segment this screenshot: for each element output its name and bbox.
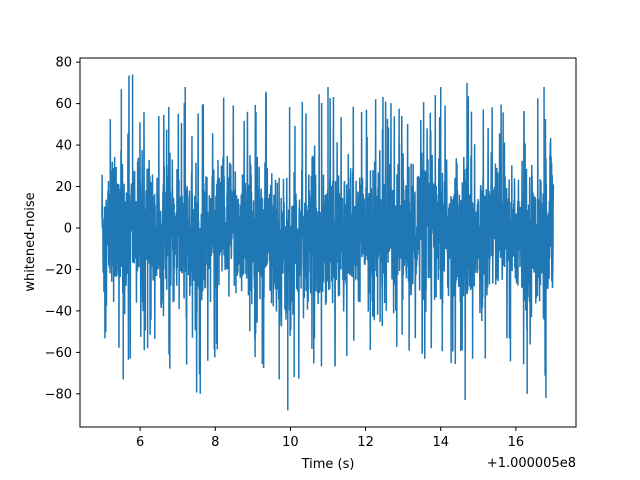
y-tick-label: 60 bbox=[55, 97, 72, 112]
spike-group bbox=[120, 74, 547, 411]
y-tick-label: 0 bbox=[64, 221, 72, 236]
y-axis: −80 −60 −40 −20 0 20 40 60 80 bbox=[45, 56, 80, 402]
y-tick-label: −80 bbox=[45, 387, 72, 402]
y-tick-label: −60 bbox=[45, 346, 72, 361]
y-tick-label: 80 bbox=[55, 56, 72, 71]
x-tick-label: 12 bbox=[357, 435, 374, 450]
x-tick-label: 10 bbox=[282, 435, 299, 450]
series-line-whitened-noise bbox=[101, 75, 555, 393]
y-tick-label: 40 bbox=[55, 139, 72, 154]
x-axis: 6 8 10 12 14 16 bbox=[136, 427, 524, 450]
x-tick-label: 8 bbox=[211, 435, 219, 450]
y-axis-label: whitened-noise bbox=[23, 192, 38, 291]
x-axis-label: Time (s) bbox=[301, 457, 355, 472]
plot-area bbox=[101, 74, 555, 411]
y-tick-label: −40 bbox=[45, 304, 72, 319]
axes-frame bbox=[79, 57, 577, 428]
y-tick-label: 20 bbox=[55, 180, 72, 195]
x-tick-label: 16 bbox=[508, 435, 525, 450]
x-tick-label: 6 bbox=[136, 435, 144, 450]
y-tick-label: −20 bbox=[45, 263, 72, 278]
x-axis-offset-label: +1.000005e8 bbox=[487, 456, 576, 471]
x-tick-label: 14 bbox=[432, 435, 449, 450]
